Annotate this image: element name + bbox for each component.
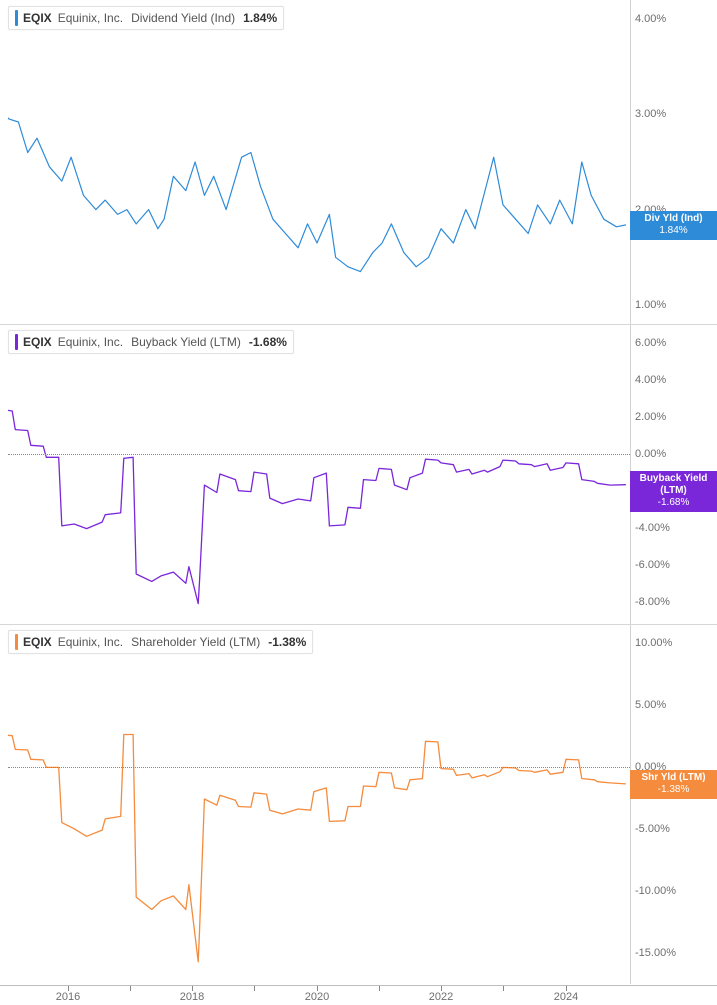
panel-shareholder[interactable]: -15.00%-10.00%-5.00%0.00%5.00%10.00%EQIX… [0, 624, 717, 984]
legend-color-bar [15, 334, 18, 350]
y-tick-label: -8.00% [635, 596, 670, 608]
legend-buyback[interactable]: EQIX Equinix, Inc. Buyback Yield (LTM) -1.6… [8, 330, 294, 354]
flag-title: Shr Yld (LTM) [632, 772, 715, 784]
legend-name: Equinix, Inc. [58, 335, 123, 349]
x-axis: 2016 2018 2020 2022 2024 [0, 985, 717, 1005]
value-flag-buyback: Buyback Yield (LTM)-1.68% [630, 471, 717, 512]
y-tick-label: 3.00% [635, 108, 666, 120]
legend-dividend[interactable]: EQIX Equinix, Inc. Dividend Yield (Ind) 1.8… [8, 6, 284, 30]
zero-line [8, 454, 630, 455]
legend-name: Equinix, Inc. [58, 635, 123, 649]
legend-metric: Shareholder Yield (LTM) [131, 635, 260, 649]
value-flag-shareholder: Shr Yld (LTM)-1.38% [630, 770, 717, 799]
flag-value: -1.68% [658, 497, 690, 508]
x-tick-label: 2024 [554, 991, 578, 1003]
y-tick-label: 2.00% [635, 411, 666, 423]
zero-line [8, 767, 630, 768]
flag-title: Buyback Yield (LTM) [632, 473, 715, 497]
x-tick-label: 2016 [56, 991, 80, 1003]
y-axis: -15.00%-10.00%-5.00%0.00%5.00%10.00% [630, 624, 717, 984]
legend-color-bar [15, 634, 18, 650]
y-tick-label: 5.00% [635, 699, 666, 711]
flag-value: 1.84% [659, 225, 687, 236]
panel-dividend[interactable]: 1.00%2.00%3.00%4.00%EQIXEquinix, Inc.Div… [0, 0, 717, 324]
panel-separator [0, 324, 717, 325]
legend-shareholder[interactable]: EQIX Equinix, Inc. Shareholder Yield (LTM)… [8, 630, 313, 654]
x-tick-label: 2018 [180, 991, 204, 1003]
y-tick-label: 4.00% [635, 374, 666, 386]
legend-value: -1.68% [249, 335, 287, 349]
series-dividend [8, 0, 630, 324]
legend-metric: Dividend Yield (Ind) [131, 11, 235, 25]
y-tick-label: -6.00% [635, 559, 670, 571]
y-tick-label: -5.00% [635, 823, 670, 835]
flag-value: -1.38% [658, 784, 690, 795]
panel-separator [0, 624, 717, 625]
y-tick-label: 4.00% [635, 13, 666, 25]
y-tick-label: -15.00% [635, 947, 676, 959]
value-flag-dividend: Div Yld (Ind)1.84% [630, 211, 717, 240]
y-tick-label: 6.00% [635, 337, 666, 349]
series-shareholder [8, 624, 630, 984]
y-tick-label: 10.00% [635, 637, 672, 649]
series-buyback [8, 324, 630, 624]
y-axis: 1.00%2.00%3.00%4.00% [630, 0, 717, 324]
legend-value: -1.38% [268, 635, 306, 649]
y-tick-label: -10.00% [635, 885, 676, 897]
panel-buyback[interactable]: -8.00%-6.00%-4.00%-2.00%0.00%2.00%4.00%6… [0, 324, 717, 624]
y-tick-label: -4.00% [635, 522, 670, 534]
legend-value: 1.84% [243, 11, 277, 25]
plot-area[interactable] [8, 0, 630, 324]
legend-symbol: EQIX [23, 635, 52, 649]
legend-symbol: EQIX [23, 335, 52, 349]
legend-symbol: EQIX [23, 11, 52, 25]
plot-area[interactable] [8, 324, 630, 624]
plot-area[interactable] [8, 624, 630, 984]
x-tick-label: 2020 [305, 991, 329, 1003]
legend-metric: Buyback Yield (LTM) [131, 335, 241, 349]
chart-stage[interactable]: 1.00% 2.00% 3.00% 4.00% EQIX Equinix, Inc. Div… [0, 0, 717, 1005]
legend-name: Equinix, Inc. [58, 11, 123, 25]
legend-color-bar [15, 10, 18, 26]
x-tick-label: 2022 [429, 991, 453, 1003]
y-tick-label: 0.00% [635, 448, 666, 460]
y-tick-label: 1.00% [635, 299, 666, 311]
flag-title: Div Yld (Ind) [632, 213, 715, 225]
